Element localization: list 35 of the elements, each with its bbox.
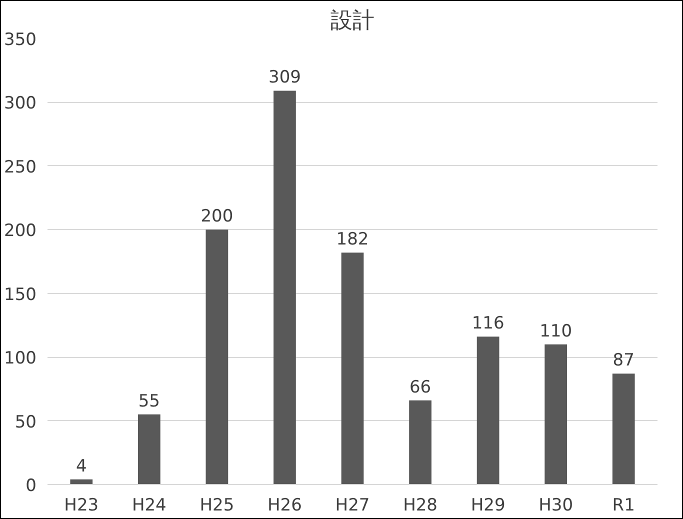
- data-label: 309: [268, 68, 301, 88]
- data-label: 182: [336, 230, 369, 250]
- bar: [206, 230, 228, 484]
- y-tick-label: 50: [14, 412, 37, 432]
- data-label: 66: [409, 377, 432, 398]
- x-tick-label: H29: [470, 496, 506, 516]
- y-tick-label: 200: [4, 221, 37, 242]
- y-tick-label: 300: [4, 94, 37, 114]
- x-tick-label: H27: [335, 496, 370, 516]
- bar: [544, 344, 568, 484]
- x-tick-label: H24: [132, 496, 166, 516]
- chart-title: 設計: [330, 8, 374, 34]
- y-tick-label: 0: [26, 476, 37, 496]
- y-tick-label: 100: [4, 348, 37, 369]
- y-tick-label: 350: [4, 30, 37, 50]
- bar: [138, 414, 160, 484]
- data-label: 87: [612, 350, 634, 371]
- x-tick-label: H23: [64, 496, 99, 516]
- y-tick-label: 150: [4, 284, 37, 305]
- x-tick-label: H30: [538, 496, 574, 516]
- x-tick-label: R1: [612, 496, 635, 516]
- bar: [341, 252, 364, 484]
- x-tick-label: H25: [200, 496, 234, 516]
- x-tick-label: H26: [268, 496, 302, 516]
- bar: [476, 336, 500, 484]
- bar: [612, 374, 635, 484]
- bar: [409, 400, 432, 484]
- data-label: 55: [138, 391, 160, 412]
- data-label: 200: [200, 206, 234, 227]
- y-tick-label: 250: [4, 157, 37, 178]
- x-tick-label: H28: [403, 496, 438, 516]
- data-label: 110: [540, 321, 572, 342]
- data-label: 116: [472, 314, 504, 334]
- bar: [274, 90, 296, 484]
- data-label: 4: [76, 456, 87, 476]
